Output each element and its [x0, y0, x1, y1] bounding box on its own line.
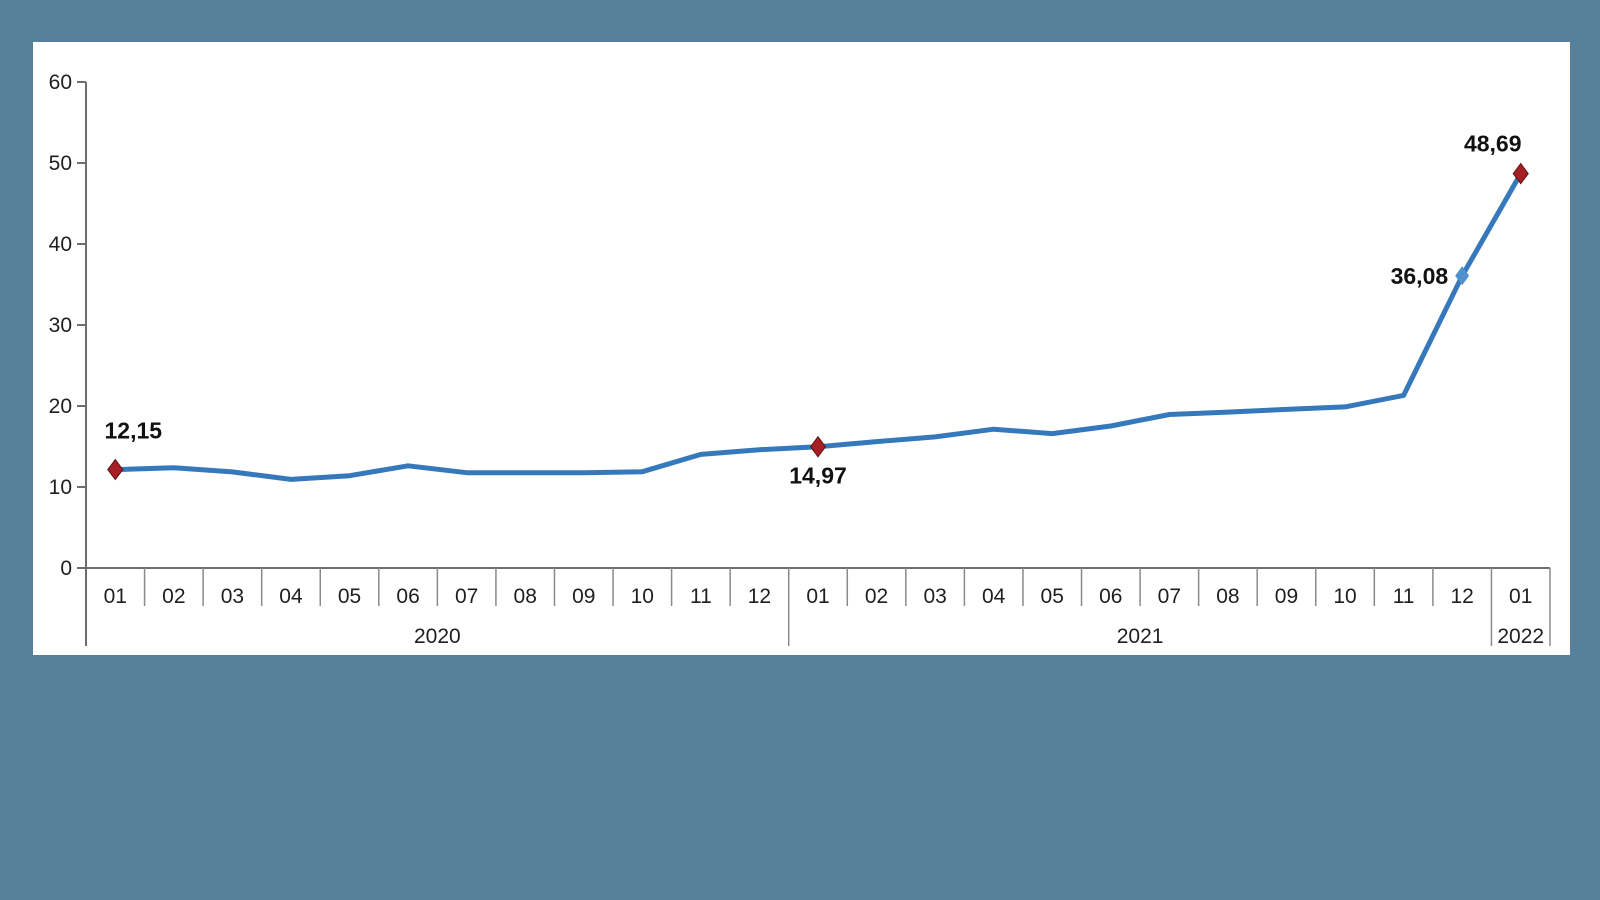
month-label: 03: [221, 585, 244, 608]
month-label: 10: [631, 585, 654, 608]
month-label: 05: [1041, 585, 1064, 608]
month-label: 08: [1216, 585, 1239, 608]
month-label: 09: [1275, 585, 1298, 608]
month-label: 05: [338, 585, 361, 608]
data-marker-blue-diamond: [1455, 266, 1470, 286]
month-label: 11: [690, 585, 712, 608]
year-label: 2020: [414, 625, 461, 648]
month-label: 01: [806, 585, 829, 608]
month-label: 04: [279, 585, 303, 608]
month-label: 06: [1099, 585, 1122, 608]
data-point-label: 14,97: [789, 463, 847, 489]
y-tick-label: 30: [49, 314, 72, 337]
month-label: 07: [455, 585, 478, 608]
y-tick-label: 0: [60, 557, 72, 580]
data-point-label: 36,08: [1391, 263, 1449, 289]
month-label: 08: [514, 585, 537, 608]
month-label: 03: [923, 585, 946, 608]
y-tick-label: 50: [49, 152, 72, 175]
y-tick-label: 10: [49, 476, 72, 499]
month-label: 06: [396, 585, 419, 608]
month-label: 07: [1158, 585, 1181, 608]
year-label: 2022: [1497, 625, 1544, 648]
data-marker-red-diamond: [1512, 162, 1529, 185]
month-label: 04: [982, 585, 1006, 608]
month-label: 12: [748, 585, 771, 608]
y-tick-label: 40: [49, 233, 72, 256]
chart-panel: 0 10 20 30 40 50 60 01 02 03 04 05 06 07 08 09 10 11 12 01 0…: [33, 42, 1570, 655]
month-label: 12: [1450, 585, 1473, 608]
data-point-label: 12,15: [104, 418, 162, 444]
y-tick-label: 20: [49, 395, 72, 418]
month-label: 10: [1333, 585, 1356, 608]
data-point-label: 48,69: [1464, 131, 1522, 157]
data-line-series: [112, 171, 1524, 482]
month-label: 01: [1509, 585, 1532, 608]
month-label: 02: [162, 585, 185, 608]
data-marker-red-diamond: [107, 458, 124, 481]
y-tick-label: 60: [49, 71, 72, 94]
month-label: 02: [865, 585, 888, 608]
month-label: 09: [572, 585, 595, 608]
data-marker-red-diamond: [809, 435, 827, 458]
month-label: 01: [104, 585, 127, 608]
year-label: 2021: [1117, 625, 1164, 648]
month-label: 11: [1393, 585, 1415, 608]
